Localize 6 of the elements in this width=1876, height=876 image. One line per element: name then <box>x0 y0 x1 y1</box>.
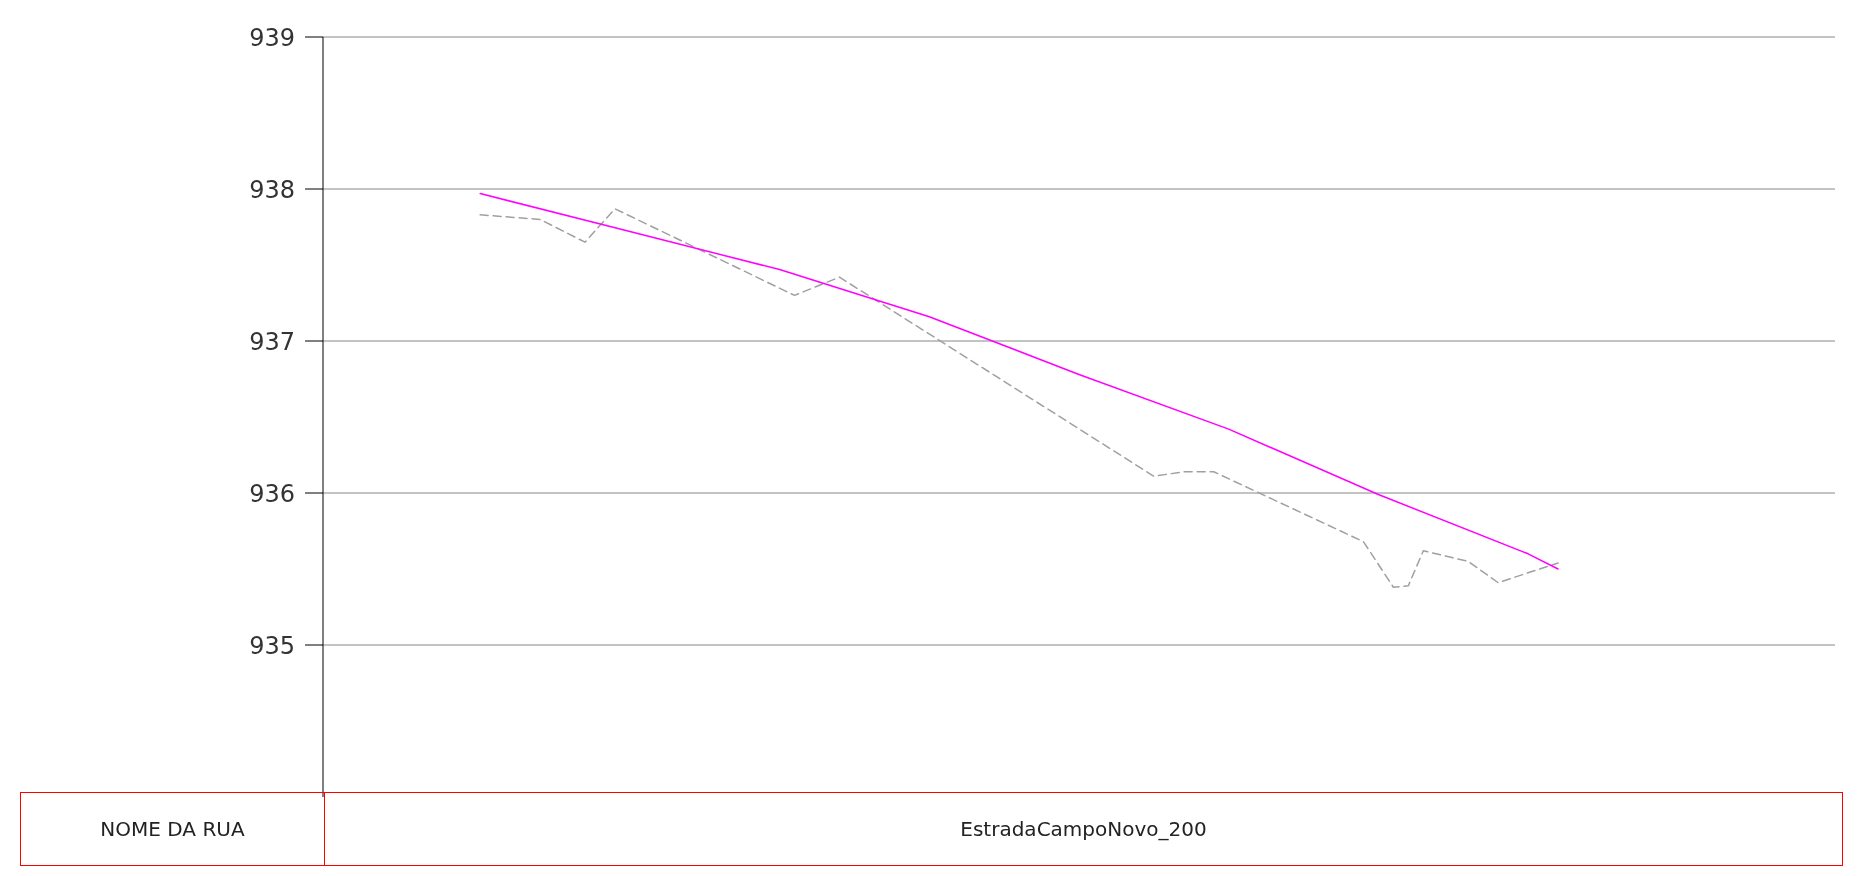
y-tick-label: 938 <box>249 175 295 204</box>
street-name-table: NOME DA RUA EstradaCampoNovo_200 <box>20 792 1843 866</box>
y-tick-label: 935 <box>249 631 295 660</box>
y-tick-label: 936 <box>249 479 295 508</box>
y-tick-label: 937 <box>249 327 295 356</box>
y-tick-label: 939 <box>249 23 295 52</box>
